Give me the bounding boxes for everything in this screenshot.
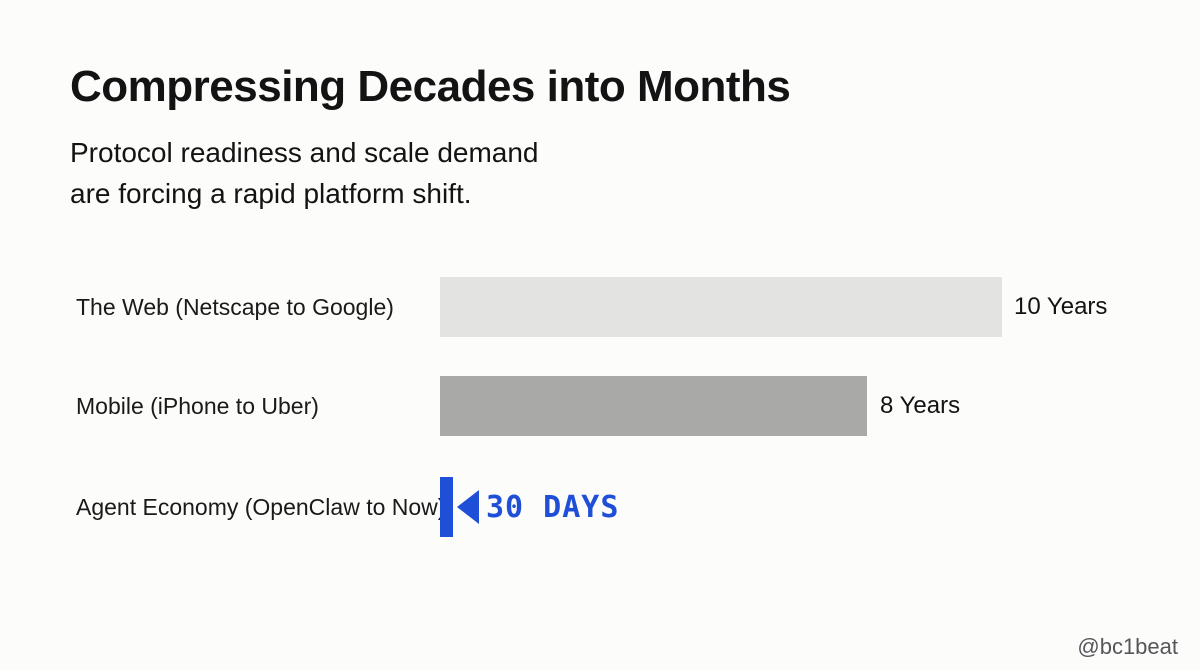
value-label-agent-economy: 30 DAYS [486,489,620,525]
subtitle-line-1: Protocol readiness and scale demand [70,137,539,168]
bar-web [440,277,1002,337]
bar-agent-economy [440,477,453,537]
subtitle: Protocol readiness and scale demand are … [70,132,539,214]
arrow-left-icon [457,490,479,524]
category-label-mobile: Mobile (iPhone to Uber) [76,392,319,419]
value-label-mobile: 8 Years [880,392,961,419]
watermark: @bc1beat [1077,634,1178,659]
category-label-agent-economy: Agent Economy (OpenClaw to Now) [76,493,446,520]
page-title: Compressing Decades into Months [70,62,791,111]
category-label-web: The Web (Netscape to Google) [76,293,394,320]
value-label-web: 10 Years [1014,293,1108,320]
bar-mobile [440,376,867,436]
subtitle-line-2: are forcing a rapid platform shift. [70,178,472,209]
